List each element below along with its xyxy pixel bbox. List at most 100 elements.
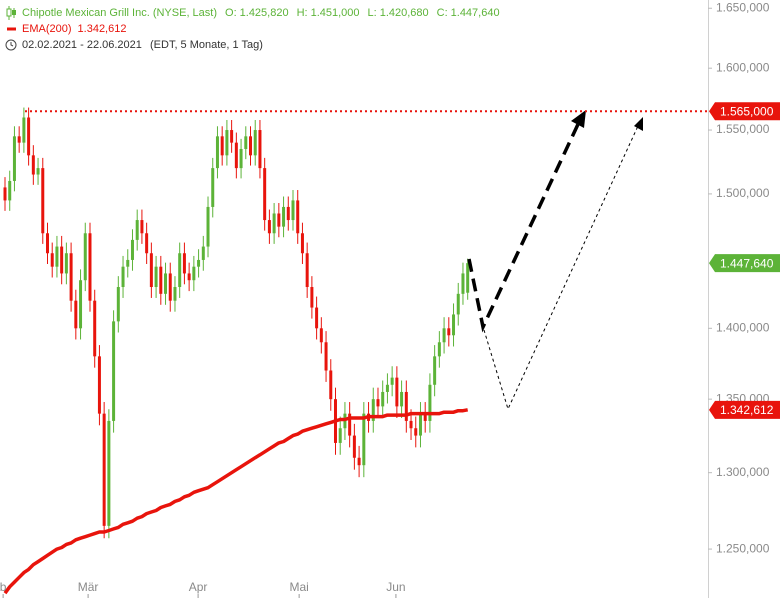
candle-body bbox=[126, 259, 130, 267]
candle-body bbox=[12, 136, 16, 181]
candle-body bbox=[277, 213, 281, 227]
candle-body bbox=[324, 342, 328, 371]
price-box-label: 1.565,000 bbox=[720, 104, 774, 118]
candle-body bbox=[187, 273, 191, 281]
candle-body bbox=[220, 136, 224, 156]
candle-body bbox=[64, 253, 68, 274]
candle-body bbox=[149, 253, 153, 288]
candle-body bbox=[201, 246, 205, 260]
candle-body bbox=[107, 420, 111, 526]
candle-body bbox=[305, 253, 309, 288]
quote-value: 1.451,000 bbox=[311, 7, 360, 19]
x-tick-label: Mai bbox=[289, 580, 308, 594]
arrowhead bbox=[571, 110, 586, 128]
candle-body bbox=[17, 136, 21, 143]
candle-body bbox=[36, 168, 40, 175]
candle-body bbox=[272, 213, 276, 234]
candle-body bbox=[437, 342, 441, 357]
candle-body bbox=[164, 273, 168, 294]
quote-key: C: bbox=[437, 7, 448, 19]
period-note: (EDT, 5 Monate, 1 Tag) bbox=[150, 39, 263, 51]
candle-body bbox=[338, 428, 342, 443]
candle-body bbox=[50, 253, 54, 267]
candle-body bbox=[230, 130, 234, 143]
candle-body bbox=[447, 328, 451, 336]
candle-body bbox=[395, 377, 399, 407]
candle-body bbox=[414, 428, 418, 436]
candle-body bbox=[357, 457, 361, 466]
candle-body bbox=[140, 220, 144, 234]
candle-body bbox=[168, 273, 172, 301]
candle-body bbox=[352, 435, 356, 458]
candle-body bbox=[390, 377, 394, 385]
x-tick-label: Jun bbox=[386, 580, 405, 594]
ema-line bbox=[3, 408, 469, 595]
candle-body bbox=[409, 420, 413, 429]
quote-line: Chipotle Mexican Grill Inc. (NYSE, Last)… bbox=[22, 7, 500, 19]
plot-area bbox=[3, 107, 470, 595]
quote-key: O: bbox=[225, 7, 237, 19]
y-tick-label: 1.650,000 bbox=[716, 0, 770, 14]
candle-body bbox=[442, 328, 446, 343]
instrument-name: Chipotle Mexican Grill Inc. (NYSE, Last) bbox=[22, 7, 217, 19]
candle-body bbox=[102, 413, 106, 526]
candle-body bbox=[154, 266, 158, 288]
candle-body bbox=[315, 307, 319, 329]
candle-icon bbox=[6, 6, 16, 20]
annotation-arrows bbox=[467, 110, 643, 411]
candle-body bbox=[348, 413, 352, 436]
candle-body bbox=[428, 384, 432, 421]
y-tick-label: 1.550,000 bbox=[716, 122, 770, 136]
period: 02.02.2021 - 22.06.2021 bbox=[22, 39, 142, 51]
candle-body bbox=[3, 187, 7, 201]
candle-body bbox=[97, 356, 101, 414]
arrowhead bbox=[634, 117, 643, 131]
price-box bbox=[709, 102, 780, 121]
candle-body bbox=[145, 233, 149, 254]
candle-body bbox=[433, 356, 437, 385]
quote-key: H: bbox=[297, 7, 308, 19]
quote-key: L: bbox=[368, 7, 377, 19]
ema-name: EMA(200) bbox=[22, 23, 72, 35]
candle-body bbox=[267, 220, 271, 234]
header: Chipotle Mexican Grill Inc. (NYSE, Last)… bbox=[5, 6, 500, 51]
candle-body bbox=[400, 391, 404, 407]
clock-icon bbox=[5, 39, 17, 51]
candle-body bbox=[206, 206, 210, 247]
candle-body bbox=[88, 233, 92, 301]
candle-body bbox=[291, 200, 295, 221]
candle-body bbox=[41, 168, 45, 234]
candle-body bbox=[452, 314, 456, 336]
y-tick-label: 1.400,000 bbox=[716, 320, 770, 334]
x-tick-label: Mär bbox=[78, 580, 99, 594]
forecast-arrow-bold bbox=[467, 119, 582, 333]
x-tick-label: Apr bbox=[189, 580, 208, 594]
x-tick-label: b bbox=[0, 580, 7, 594]
y-tick-label: 1.300,000 bbox=[716, 465, 770, 479]
price-box-label: 1.342,612 bbox=[720, 403, 774, 417]
candle-body bbox=[60, 246, 64, 274]
candle-body bbox=[263, 168, 267, 221]
candle-body bbox=[466, 263, 470, 293]
candle-body bbox=[258, 130, 262, 169]
candle-body bbox=[182, 253, 186, 274]
candle-body bbox=[249, 136, 253, 156]
candle-body bbox=[178, 253, 182, 288]
candle-body bbox=[385, 384, 389, 392]
quote-value: 1.425,820 bbox=[240, 7, 289, 19]
ema-value: 1.342,612 bbox=[78, 23, 127, 35]
candle-body bbox=[116, 287, 120, 322]
candle-body bbox=[376, 399, 380, 407]
candle-body bbox=[159, 266, 163, 294]
candle-body bbox=[300, 233, 304, 254]
candle-body bbox=[31, 155, 35, 175]
candle-body bbox=[83, 233, 87, 281]
candle-body bbox=[319, 328, 323, 343]
forecast-arrow-thin bbox=[483, 125, 639, 411]
candle-body bbox=[282, 206, 286, 227]
candle-body bbox=[27, 117, 31, 156]
candle-body bbox=[130, 239, 134, 260]
candle-body bbox=[310, 287, 314, 308]
candle-body bbox=[225, 130, 229, 156]
